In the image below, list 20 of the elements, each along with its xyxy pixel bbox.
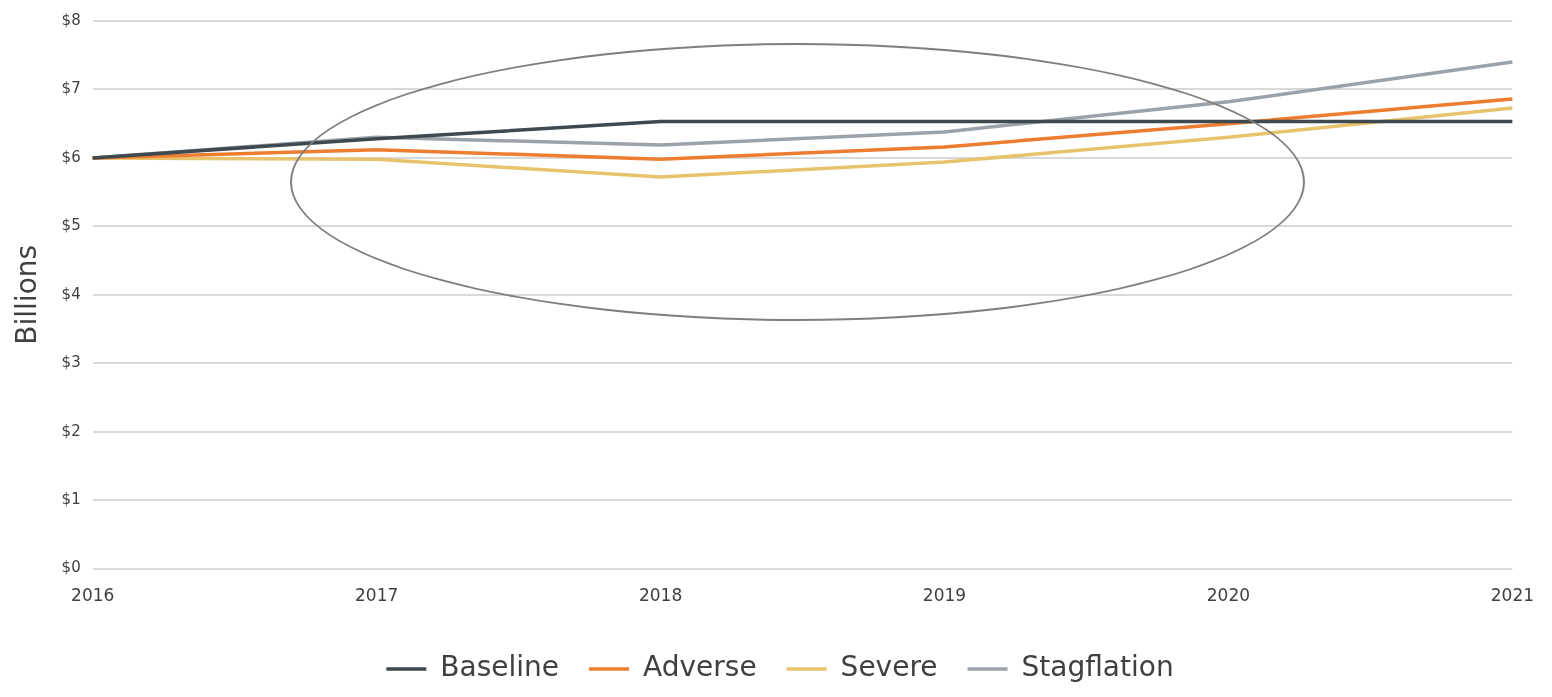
y-tick-label: $8	[61, 10, 81, 29]
y-tick-label: $2	[61, 421, 81, 440]
legend-label: Adverse	[643, 650, 757, 684]
y-tick-label: $3	[61, 353, 81, 372]
y-tick-label: $0	[61, 558, 81, 577]
y-tick-label: $4	[61, 284, 81, 303]
x-tick-label: 2019	[922, 585, 967, 606]
legend-label: Stagflation	[1021, 650, 1174, 684]
x-tick-label: 2017	[354, 585, 399, 606]
y-tick-label: $5	[61, 216, 81, 235]
x-tick-label: 2016	[71, 585, 115, 606]
y-tick-label: $6	[61, 147, 81, 166]
y-tick-label: $7	[61, 79, 81, 98]
y-axis-title: Billions	[10, 244, 44, 345]
legend-label: Severe	[840, 650, 938, 684]
y-tick-label: $1	[61, 490, 81, 509]
x-tick-label: 2021	[1490, 585, 1534, 606]
x-tick-label: 2018	[638, 585, 683, 606]
legend-label: Baseline	[440, 650, 560, 684]
x-tick-label: 2020	[1206, 585, 1251, 606]
